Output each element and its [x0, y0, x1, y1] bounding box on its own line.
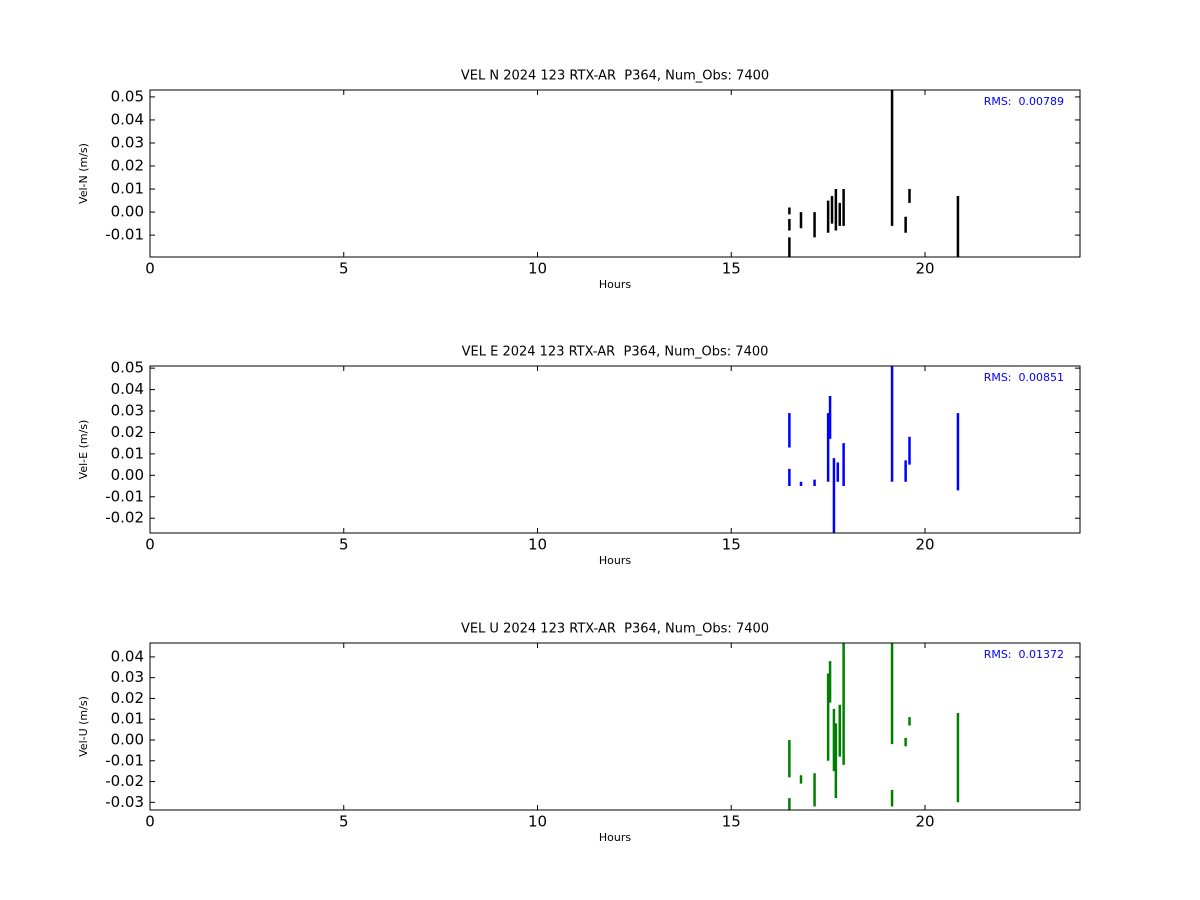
y-tick-label: 0.02 — [111, 157, 144, 175]
chart-title: VEL E 2024 123 RTX-AR P364, Num_Obs: 740… — [462, 345, 769, 360]
y-tick-label: 0.04 — [111, 110, 144, 128]
y-tick-label: -0.02 — [105, 772, 144, 790]
x-tick-label: 10 — [528, 813, 547, 831]
y-axis-label: Vel-E (m/s) — [77, 420, 90, 480]
plot-frame — [149, 365, 1081, 534]
y-tick-label: 0.01 — [111, 180, 144, 198]
plot-area — [150, 366, 1080, 533]
y-tick-label: -0.02 — [105, 509, 144, 527]
y-tick-label: 0.05 — [111, 87, 144, 105]
x-tick-label: 0 — [145, 536, 155, 554]
y-tick-label: 0.05 — [111, 359, 144, 377]
data-line — [788, 643, 960, 810]
data-line — [788, 90, 960, 257]
y-tick-label: -0.01 — [105, 226, 144, 244]
y-tick-label: -0.01 — [105, 487, 144, 505]
x-tick-label: 0 — [145, 260, 155, 278]
y-axis-label: Vel-N (m/s) — [77, 143, 90, 204]
y-tick-label: 0.02 — [111, 423, 144, 441]
y-tick-label: 0.02 — [111, 689, 144, 707]
y-tick-label: 0.00 — [111, 731, 144, 749]
y-tick-label: 0.00 — [111, 203, 144, 221]
y-tick-label: 0.00 — [111, 466, 144, 484]
y-tick-label: -0.03 — [105, 793, 144, 811]
y-axis-label: Vel-U (m/s) — [77, 696, 90, 757]
x-tick-label: 20 — [915, 260, 934, 278]
x-tick-label: 20 — [915, 536, 934, 554]
x-axis-label: Hours — [599, 831, 631, 844]
plot-frame — [149, 89, 1081, 258]
x-tick-label: 15 — [722, 813, 741, 831]
y-tick-label: 0.01 — [111, 710, 144, 728]
y-tick-label: 0.01 — [111, 444, 144, 462]
plot-area — [150, 90, 1080, 257]
x-tick-label: 15 — [722, 536, 741, 554]
chart-title: VEL N 2024 123 RTX-AR P364, Num_Obs: 740… — [461, 69, 769, 84]
rms-annotation: RMS: 0.00851 — [984, 371, 1064, 384]
x-tick-label: 15 — [722, 260, 741, 278]
x-tick-label: 5 — [339, 813, 349, 831]
y-tick-label: -0.01 — [105, 751, 144, 769]
plot-frame — [149, 642, 1081, 811]
x-tick-label: 5 — [339, 260, 349, 278]
y-tick-label: 0.03 — [111, 668, 144, 686]
y-tick-label: 0.04 — [111, 380, 144, 398]
y-tick-label: 0.03 — [111, 133, 144, 151]
y-tick-label: 0.03 — [111, 402, 144, 420]
x-tick-label: 20 — [915, 813, 934, 831]
rms-annotation: RMS: 0.01372 — [984, 648, 1064, 661]
x-tick-label: 5 — [339, 536, 349, 554]
y-tick-label: 0.04 — [111, 647, 144, 665]
x-tick-label: 0 — [145, 813, 155, 831]
x-axis-label: Hours — [599, 278, 631, 291]
x-axis-label: Hours — [599, 554, 631, 567]
chart-title: VEL U 2024 123 RTX-AR P364, Num_Obs: 740… — [461, 622, 769, 637]
x-tick-label: 10 — [528, 260, 547, 278]
plot-area — [150, 643, 1080, 810]
x-tick-label: 10 — [528, 536, 547, 554]
rms-annotation: RMS: 0.00789 — [984, 95, 1064, 108]
data-line — [788, 366, 960, 533]
